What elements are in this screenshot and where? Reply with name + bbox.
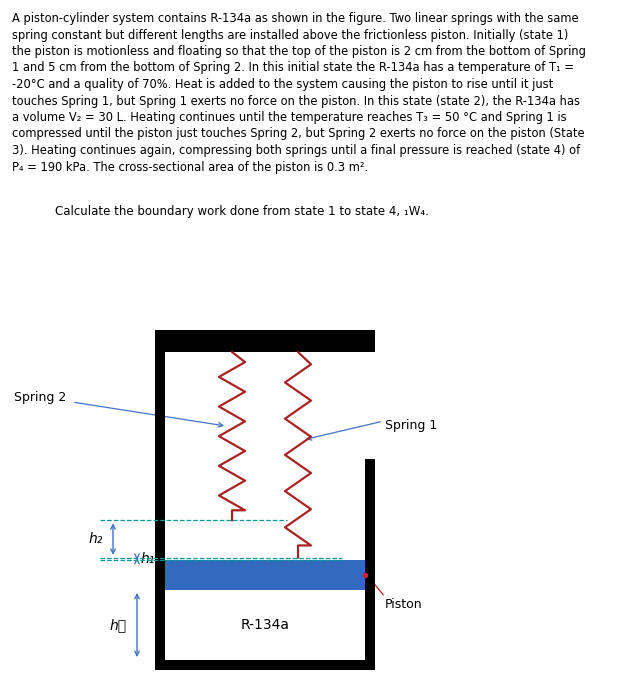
Text: Piston: Piston [385,598,423,612]
Text: the piston is motionless and floating so that the top of the piston is 2 cm from: the piston is motionless and floating so… [12,45,586,58]
Text: R-134a: R-134a [241,618,290,632]
Text: h₁: h₁ [141,552,156,566]
Bar [155,660,375,670]
Text: touches Spring 1, but Spring 1 exerts no force on the piston. In this state (sta: touches Spring 1, but Spring 1 exerts no… [12,94,580,108]
Text: h₂: h₂ [89,532,103,546]
Text: Spring 1: Spring 1 [385,419,437,432]
Text: spring constant but different lengths are installed above the frictionless pisto: spring constant but different lengths ar… [12,29,568,41]
Bar [165,560,365,590]
Bar [365,459,375,670]
Text: compressed until the piston just touches Spring 2, but Spring 2 exerts no force : compressed until the piston just touches… [12,127,585,141]
Text: a volume V₂ = 30 L. Heating continues until the temperature reaches T₃ = 50 °C a: a volume V₂ = 30 L. Heating continues un… [12,111,566,124]
Bar [155,330,165,670]
Text: A piston-cylinder system contains R-134a as shown in the figure. Two linear spri: A piston-cylinder system contains R-134a… [12,12,578,25]
Text: Spring 2: Spring 2 [14,391,66,405]
Text: -20°C and a quality of 70%. Heat is added to the system causing the piston to ri: -20°C and a quality of 70%. Heat is adde… [12,78,553,91]
Bar [155,330,375,352]
Bar [165,352,365,660]
Text: P₄ = 190 kPa. The cross-sectional area of the piston is 0.3 m².: P₄ = 190 kPa. The cross-sectional area o… [12,160,368,174]
Text: 3). Heating continues again, compressing both springs until a final pressure is : 3). Heating continues again, compressing… [12,144,580,157]
Text: h⁦: h⁦ [110,618,127,632]
Text: 1 and 5 cm from the bottom of Spring 2. In this initial state the R-134a has a t: 1 and 5 cm from the bottom of Spring 2. … [12,62,574,74]
Text: Calculate the boundary work done from state 1 to state 4, ₁W₄.: Calculate the boundary work done from st… [55,205,429,218]
